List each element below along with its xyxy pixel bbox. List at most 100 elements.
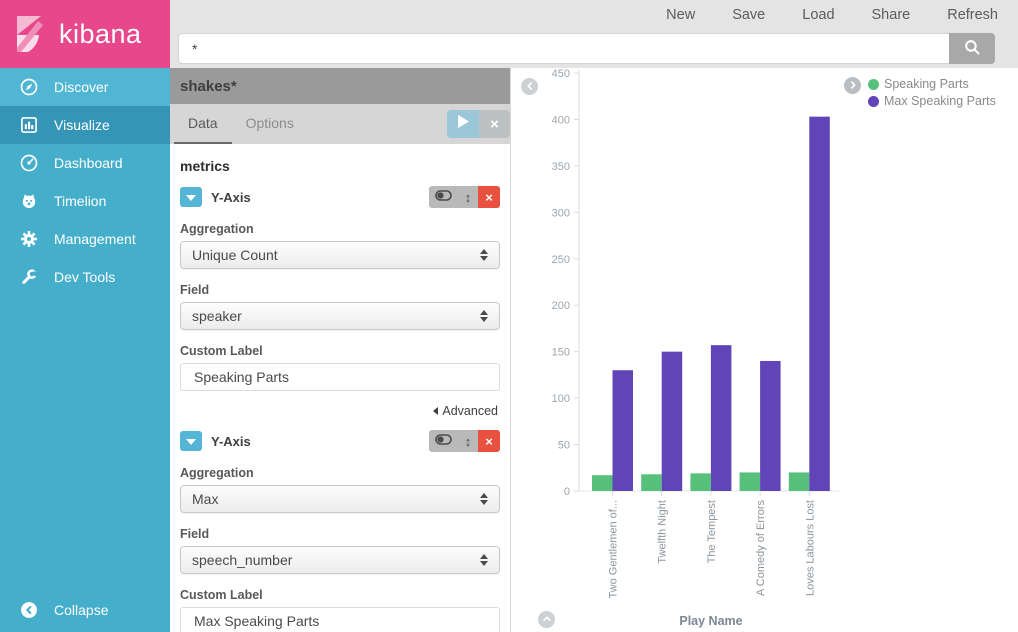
svg-text:A Comedy of Errors: A Comedy of Errors: [755, 500, 767, 596]
menu-refresh[interactable]: Refresh: [947, 7, 998, 23]
select-arrows-icon: [480, 554, 488, 566]
sidebar-item-discover[interactable]: Discover: [0, 68, 170, 106]
custom-label-input[interactable]: [180, 607, 500, 632]
svg-text:350: 350: [552, 161, 570, 173]
legend-items: Speaking Parts Max Speaking Parts: [868, 77, 996, 108]
chart-legend: Speaking Parts Max Speaking Parts: [844, 77, 996, 108]
legend-label: Speaking Parts: [884, 77, 969, 91]
svg-text:450: 450: [552, 68, 570, 80]
app-menu: New Save Load Share Refresh: [666, 7, 998, 23]
select-arrows-icon: [480, 249, 488, 261]
svg-text:200: 200: [552, 300, 570, 312]
metric-header-2: Y-Axis ↕ ×: [180, 430, 500, 452]
svg-text:250: 250: [552, 254, 570, 266]
magnifier-icon: [963, 38, 982, 60]
menu-share[interactable]: Share: [871, 7, 911, 23]
kibana-logo[interactable]: kibana: [0, 0, 170, 68]
legend-collapse-button[interactable]: [844, 77, 861, 94]
custom-label-label: Custom Label: [180, 344, 263, 358]
aggregation-label: Aggregation: [180, 222, 254, 236]
move-metric-button[interactable]: ↕: [458, 430, 478, 452]
discard-changes-button[interactable]: ×: [479, 110, 510, 138]
field-selected-value: speaker: [192, 308, 242, 324]
disable-metric-toggle[interactable]: [429, 186, 458, 208]
select-arrows-icon: [480, 493, 488, 505]
chevron-down-icon: [186, 432, 196, 450]
metric-actions: ↕ ×: [429, 430, 500, 452]
sidebar-item-management[interactable]: Management: [0, 220, 170, 258]
move-metric-button[interactable]: ↕: [458, 186, 478, 208]
sidebar-item-dashboard[interactable]: Dashboard: [0, 144, 170, 182]
collapse-metric-button[interactable]: [180, 431, 202, 451]
apply-changes-button[interactable]: [447, 110, 479, 138]
bar-chart: 0 50 100 150 200 250 300 350 400 450 Two Gentlemen…: [552, 68, 841, 628]
field-select[interactable]: speech_number: [180, 546, 500, 574]
sidebar-item-dev-tools[interactable]: Dev Tools: [0, 258, 170, 296]
config-actions: ×: [447, 104, 510, 144]
menu-save[interactable]: Save: [732, 7, 766, 23]
legend-item[interactable]: Max Speaking Parts: [868, 94, 996, 108]
collapse-chevron-icon: [19, 600, 39, 620]
aggregation-selected-value: Max: [192, 491, 219, 507]
custom-label-input[interactable]: [180, 363, 500, 391]
sidebar-item-label: Visualize: [54, 117, 110, 133]
search-input[interactable]: [178, 33, 949, 64]
collapse-metric-button[interactable]: [180, 187, 202, 207]
sidebar-item-label: Dashboard: [54, 155, 123, 171]
sidebar: kibana Discover Visualize: [0, 0, 170, 632]
svg-text:The Tempest: The Tempest: [706, 500, 718, 563]
bar-chart-icon: [19, 115, 39, 135]
legend-swatch: [868, 95, 879, 107]
tab-options[interactable]: Options: [245, 115, 294, 131]
svg-text:100: 100: [552, 393, 570, 405]
legend-item[interactable]: Speaking Parts: [868, 77, 996, 91]
delete-metric-button[interactable]: ×: [478, 430, 500, 452]
disable-metric-toggle[interactable]: [429, 430, 458, 452]
field-selected-value: speech_number: [192, 552, 293, 568]
menu-load[interactable]: Load: [802, 7, 835, 23]
sidebar-item-visualize[interactable]: Visualize: [0, 106, 170, 144]
up-down-arrow-icon: ↕: [464, 189, 472, 205]
panel-expand-button[interactable]: [538, 611, 555, 628]
play-icon: [457, 115, 469, 133]
metrics-section-title: metrics: [180, 158, 230, 174]
metric-header-1: Y-Axis ↕ ×: [180, 186, 500, 208]
svg-text:Play Name: Play Name: [679, 614, 742, 628]
compass-icon: [19, 77, 39, 97]
metric-title: Y-Axis: [211, 433, 251, 449]
tab-data[interactable]: Data: [174, 104, 232, 144]
search-button[interactable]: [949, 33, 995, 64]
x-icon: ×: [485, 433, 493, 449]
sidebar-item-timelion[interactable]: Timelion: [0, 182, 170, 220]
svg-text:0: 0: [564, 486, 570, 498]
visualization-config-panel: shakes* Data Options × metrics Y-Axis: [170, 68, 510, 632]
chevron-down-icon: [186, 188, 196, 206]
lion-icon: [19, 191, 39, 211]
toggle-icon: [435, 188, 452, 206]
spy-open-button[interactable]: [521, 78, 538, 95]
config-tabbar: Data Options ×: [170, 104, 510, 144]
legend-label: Max Speaking Parts: [884, 94, 996, 108]
advanced-label: Advanced: [442, 404, 498, 418]
field-select[interactable]: speaker: [180, 302, 500, 330]
advanced-toggle[interactable]: Advanced: [182, 404, 498, 418]
chevron-left-icon: [525, 78, 535, 96]
legend-swatch: [868, 78, 879, 90]
topbar: New Save Load Share Refresh: [170, 0, 1018, 68]
index-pattern-header: shakes*: [170, 68, 510, 104]
up-down-arrow-icon: ↕: [464, 433, 472, 449]
delete-metric-button[interactable]: ×: [478, 186, 500, 208]
menu-new[interactable]: New: [666, 7, 696, 23]
custom-label-label: Custom Label: [180, 588, 263, 602]
svg-text:Twelfth Night: Twelfth Night: [657, 500, 669, 564]
gauge-icon: [19, 153, 39, 173]
aggregation-select[interactable]: Max: [180, 485, 500, 513]
x-icon: ×: [485, 189, 493, 205]
sidebar-collapse-button[interactable]: Collapse: [0, 588, 170, 632]
toggle-icon: [435, 432, 452, 450]
aggregation-select[interactable]: Unique Count: [180, 241, 500, 269]
close-icon: ×: [490, 115, 499, 133]
gear-icon: [19, 229, 39, 249]
sidebar-item-label: Management: [54, 231, 136, 247]
kibana-logo-icon: [10, 12, 50, 57]
